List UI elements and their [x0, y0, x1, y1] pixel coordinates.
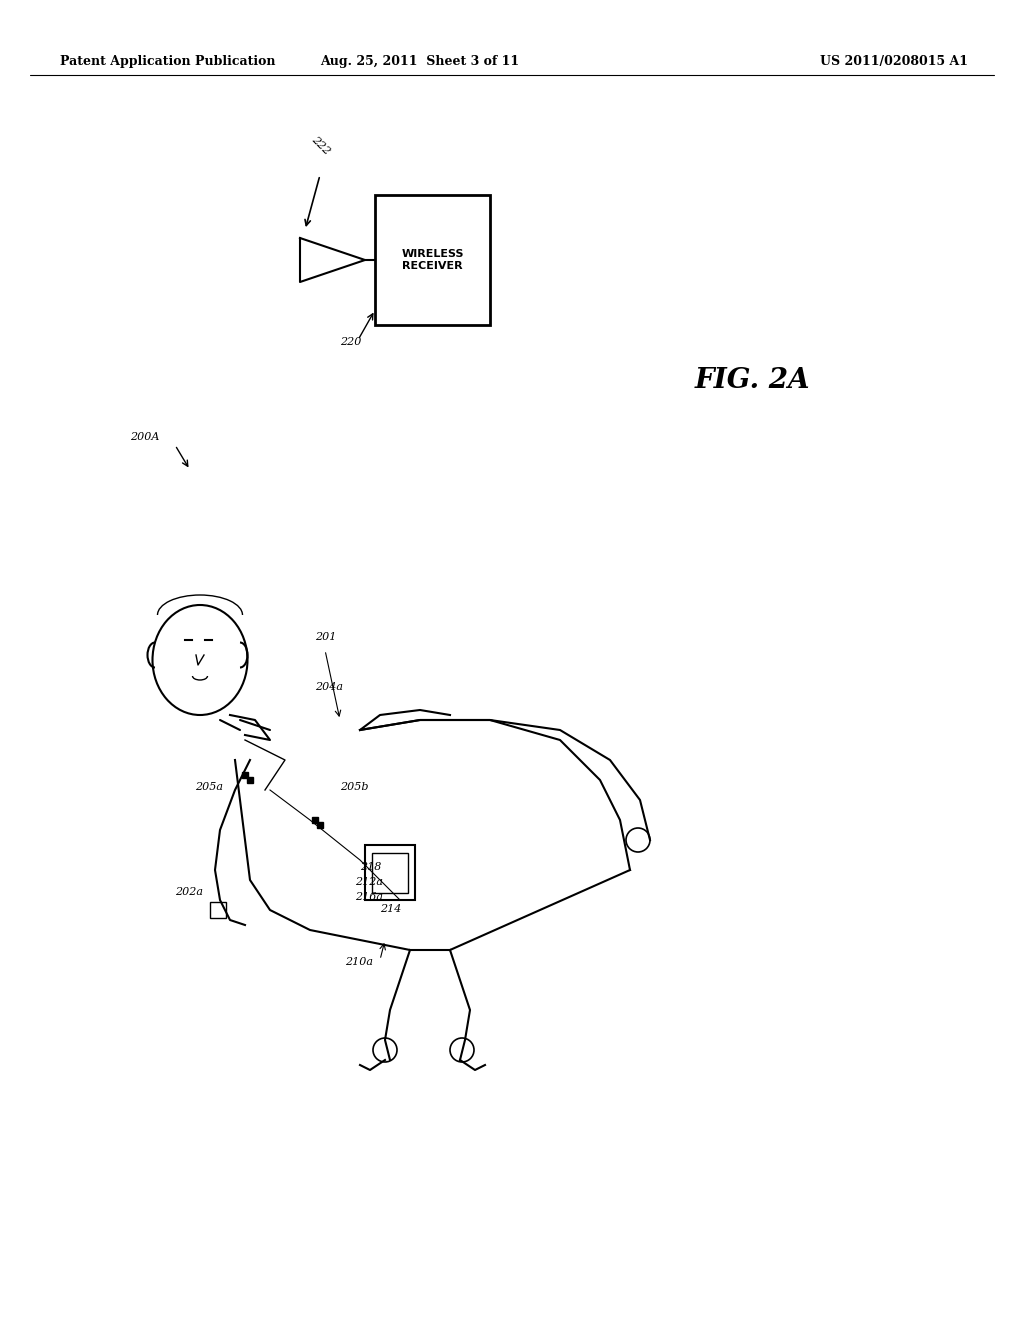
- Text: 214: 214: [380, 904, 401, 913]
- Bar: [375, 195, 490, 325]
- Text: 202a: 202a: [175, 887, 203, 898]
- Circle shape: [626, 828, 650, 851]
- Text: 216a: 216a: [355, 892, 383, 902]
- Text: Aug. 25, 2011  Sheet 3 of 11: Aug. 25, 2011 Sheet 3 of 11: [321, 55, 519, 69]
- Text: 218: 218: [360, 862, 381, 873]
- Bar: [210, 902, 226, 917]
- Text: 201: 201: [315, 632, 336, 642]
- Text: 222: 222: [310, 135, 332, 157]
- Text: 220: 220: [340, 337, 361, 347]
- Text: WIRELESS
RECEIVER: WIRELESS RECEIVER: [401, 249, 464, 271]
- Text: 205b: 205b: [340, 781, 369, 792]
- FancyBboxPatch shape: [365, 845, 415, 900]
- Text: Patent Application Publication: Patent Application Publication: [60, 55, 275, 69]
- Text: 212a: 212a: [355, 876, 383, 887]
- Text: US 2011/0208015 A1: US 2011/0208015 A1: [820, 55, 968, 69]
- Text: FIG. 2A: FIG. 2A: [695, 367, 811, 393]
- Text: 200A: 200A: [130, 432, 160, 442]
- Text: 210a: 210a: [345, 957, 373, 968]
- Text: 204a: 204a: [315, 682, 343, 692]
- Bar: [372, 853, 408, 894]
- Ellipse shape: [153, 605, 248, 715]
- Circle shape: [450, 1038, 474, 1063]
- Text: 205a: 205a: [195, 781, 223, 792]
- Circle shape: [373, 1038, 397, 1063]
